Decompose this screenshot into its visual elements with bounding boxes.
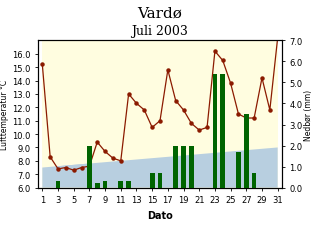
Bar xyxy=(189,146,194,188)
Bar xyxy=(56,182,60,188)
Bar xyxy=(212,75,217,188)
Bar xyxy=(244,114,249,188)
Text: Vardø: Vardø xyxy=(138,7,182,21)
Bar xyxy=(181,146,186,188)
Y-axis label: Lufttemperatur °C: Lufttemperatur °C xyxy=(0,80,9,149)
Y-axis label: Nedbør (mm): Nedbør (mm) xyxy=(304,89,313,140)
Bar xyxy=(126,182,131,188)
Bar xyxy=(103,182,108,188)
Bar xyxy=(95,184,100,188)
Bar xyxy=(158,173,162,188)
Bar xyxy=(220,75,225,188)
X-axis label: Dato: Dato xyxy=(147,210,173,220)
Bar xyxy=(87,146,92,188)
Bar xyxy=(236,152,241,188)
Bar xyxy=(150,173,155,188)
Text: Juli 2003: Juli 2003 xyxy=(132,25,188,38)
Bar xyxy=(173,146,178,188)
Bar xyxy=(252,173,257,188)
Bar xyxy=(118,182,123,188)
